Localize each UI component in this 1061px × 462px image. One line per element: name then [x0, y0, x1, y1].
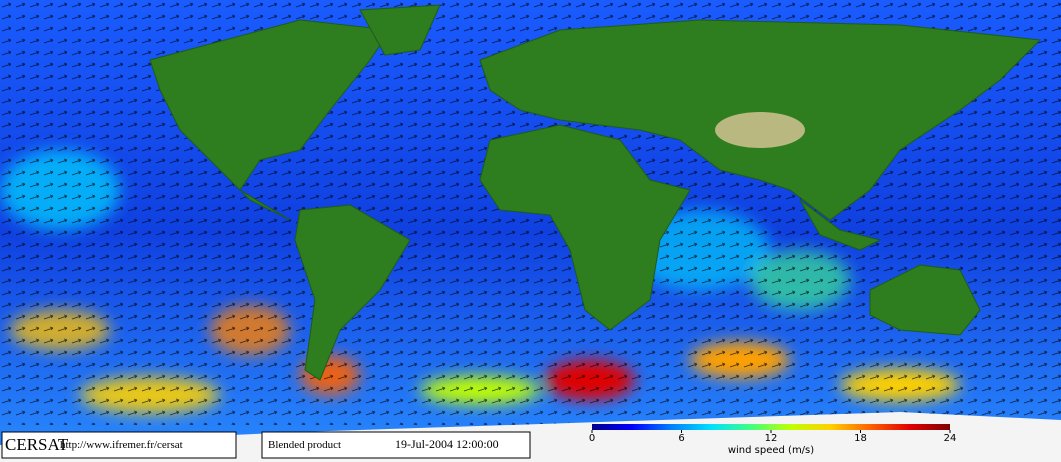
colorbar-tick-label: 6 — [678, 433, 684, 444]
url: http://www.ifremer.fr/cersat — [60, 439, 183, 451]
colorbar — [592, 424, 950, 430]
info-box — [1, 431, 237, 459]
colorbar-label: wind speed (m/s) — [728, 445, 814, 456]
brand: CERSAT — [5, 435, 69, 454]
product-box — [261, 431, 531, 459]
colorbar-tick-label: 0 — [589, 433, 595, 444]
colorbar-tick-label: 24 — [944, 433, 957, 444]
date: 19-Jul-2004 12:00:00 — [395, 437, 499, 451]
colorbar-tick-label: 18 — [854, 433, 867, 444]
land — [149, 4, 1042, 381]
colorbar-tick-label: 12 — [765, 433, 778, 444]
footer: CERSAT http://www.ifremer.fr/cersat Blen… — [1, 424, 950, 459]
product: Blended product — [268, 439, 341, 451]
